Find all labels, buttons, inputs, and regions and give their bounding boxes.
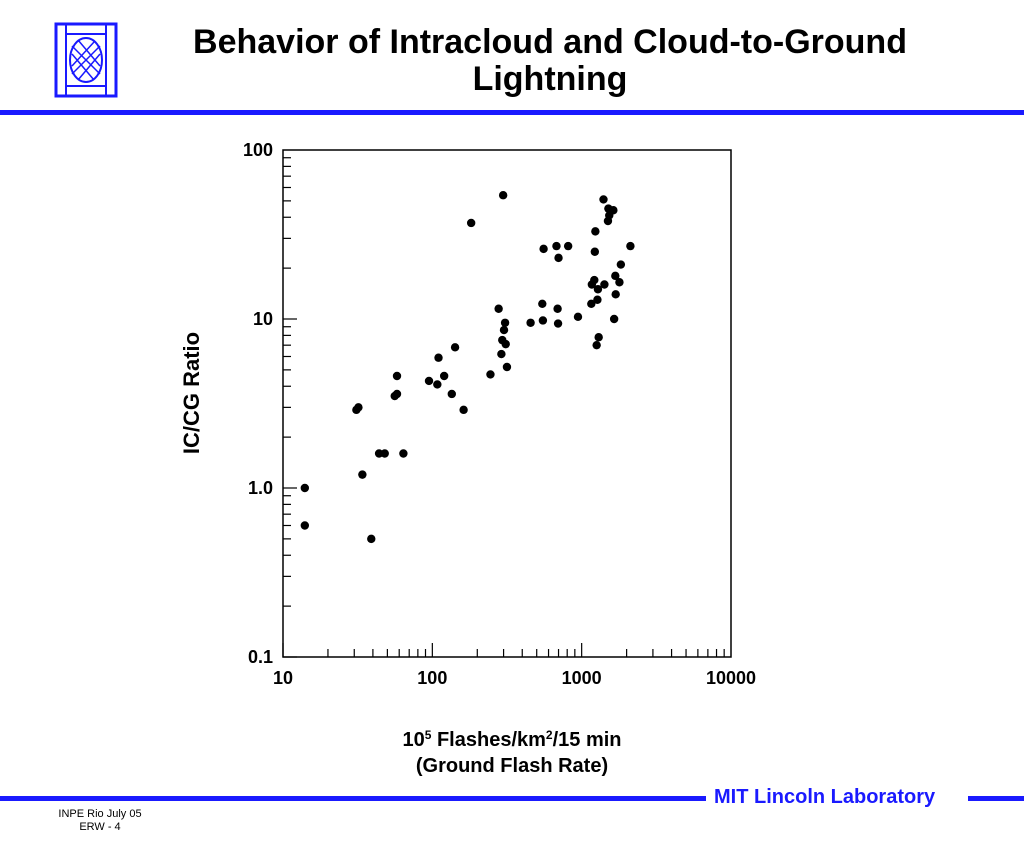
- mit-ll-logo-icon: [54, 22, 118, 98]
- x-axis-subtitle: (Ground Flash Rate): [415, 755, 609, 777]
- x-axis-title-mid: Flashes/km: [431, 729, 546, 751]
- x-axis-title: 105 Flashes/km2/15 min (Ground Flash Rat…: [362, 722, 662, 779]
- data-point: [497, 349, 506, 359]
- data-point: [300, 483, 310, 493]
- y-tick-label: 0.1: [248, 647, 273, 667]
- y-tick-label: 1.0: [248, 478, 273, 498]
- data-point: [433, 380, 442, 389]
- data-point: [590, 247, 600, 256]
- data-point: [380, 449, 389, 458]
- footer-note: INPE Rio July 05 ERW - 4: [30, 808, 170, 834]
- page-title-line2: Lightning: [472, 60, 628, 98]
- data-point: [501, 339, 510, 349]
- data-point: [434, 353, 443, 362]
- data-point: [367, 534, 376, 544]
- x-tick-label: 1000: [562, 668, 602, 688]
- data-point: [554, 253, 563, 263]
- data-point: [599, 195, 608, 204]
- data-point: [615, 278, 624, 287]
- data-point: [616, 260, 626, 269]
- data-point: [466, 218, 476, 228]
- data-point: [600, 280, 609, 289]
- data-point: [500, 318, 510, 327]
- data-point: [538, 316, 548, 325]
- data-point: [399, 449, 408, 458]
- data-point: [502, 362, 512, 372]
- data-point: [439, 371, 449, 381]
- page-title-line1: Behavior of Intracloud and Cloud-to-Grou…: [193, 23, 907, 61]
- y-tick-label: 100: [243, 140, 273, 160]
- data-point: [591, 227, 600, 236]
- data-point: [593, 295, 602, 304]
- x-axis-title-exp: 5: [424, 728, 432, 742]
- data-point: [392, 371, 402, 381]
- data-point: [447, 389, 456, 399]
- lab-name: MIT Lincoln Laboratory: [714, 786, 936, 808]
- data-point: [459, 405, 468, 415]
- data-point: [592, 340, 601, 350]
- data-point: [609, 314, 619, 324]
- data-point: [573, 312, 583, 322]
- data-point: [539, 244, 548, 254]
- data-point: [609, 206, 618, 215]
- data-point: [552, 241, 561, 251]
- data-point: [538, 299, 547, 309]
- data-point: [300, 521, 310, 530]
- data-point: [590, 275, 599, 285]
- data-point: [392, 389, 402, 399]
- page-title: Behavior of Intracloud and Cloud-to-Grou…: [140, 24, 960, 98]
- data-point: [611, 290, 620, 299]
- header-divider: [0, 110, 1024, 115]
- x-tick-label: 10: [273, 668, 293, 688]
- footer-note-line2: ERW - 4: [79, 821, 121, 833]
- data-point: [626, 241, 635, 251]
- data-point: [358, 470, 367, 479]
- data-point: [553, 319, 563, 328]
- x-axis-title-end: /15 min: [552, 729, 622, 751]
- footer-divider-right: [968, 796, 1024, 801]
- x-tick-label: 10000: [706, 668, 756, 688]
- y-tick-label: 10: [253, 309, 273, 329]
- data-point: [424, 376, 434, 386]
- footer-divider-left: [0, 796, 706, 801]
- data-point: [553, 304, 562, 313]
- x-axis-title-main: 105 Flashes/km2/15 min: [362, 722, 662, 753]
- data-point: [587, 299, 596, 309]
- data-point: [611, 271, 620, 281]
- x-axis-title-exp2: 2: [545, 728, 553, 742]
- data-point: [498, 191, 508, 200]
- plot-frame: [282, 149, 732, 658]
- data-point: [486, 370, 495, 379]
- data-point: [594, 333, 603, 342]
- data-point: [450, 343, 460, 352]
- data-point: [526, 318, 535, 327]
- data-point: [499, 325, 509, 335]
- footer-note-line1: INPE Rio July 05: [58, 808, 142, 820]
- x-tick-label: 100: [417, 668, 447, 688]
- y-axis-title: IC/CG Ratio: [179, 331, 204, 455]
- x-axis-title-base: 10: [402, 729, 425, 751]
- data-point: [593, 285, 603, 294]
- data-point: [563, 241, 573, 251]
- data-point: [494, 304, 503, 313]
- data-point: [354, 403, 363, 412]
